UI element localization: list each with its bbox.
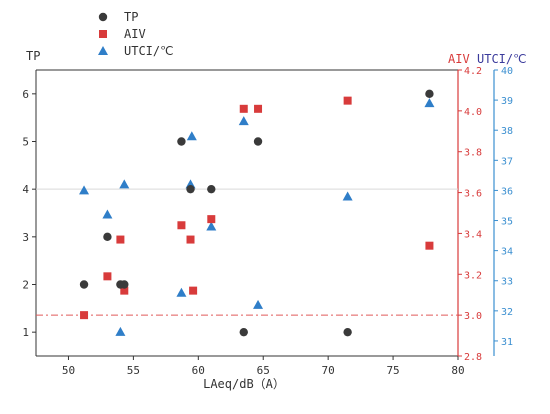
data-point-square xyxy=(80,311,89,320)
reference-lines xyxy=(36,188,458,316)
data-point-triangle xyxy=(186,131,197,141)
y-tick-label-aiv: 2.8 xyxy=(464,352,482,363)
x-tick-label: 75 xyxy=(386,364,399,377)
legend-marker-triangle xyxy=(98,46,108,55)
y-tick-label-tp: 1 xyxy=(22,326,29,339)
y-tick-label-aiv: 3.8 xyxy=(464,148,482,159)
data-point-square xyxy=(425,241,434,250)
data-point-circle xyxy=(253,137,263,146)
x-tick-label: 50 xyxy=(62,364,75,377)
y-tick-label-aiv: 4.0 xyxy=(464,107,482,118)
x-tick-label: 70 xyxy=(322,364,335,377)
x-tick-label: 65 xyxy=(257,364,270,377)
data-point-circle xyxy=(177,137,186,146)
data-point-circle xyxy=(239,327,248,337)
data-point-triangle xyxy=(115,326,126,336)
data-point-circle xyxy=(343,327,352,337)
data-point-circle xyxy=(207,184,216,194)
data-point-triangle xyxy=(238,116,249,126)
legend-marker-square xyxy=(99,30,107,38)
y-tick-label-utci: 38 xyxy=(501,126,513,137)
y-tick-label-aiv: 3.2 xyxy=(464,270,482,281)
data-marks xyxy=(79,89,435,337)
data-point-square xyxy=(207,215,216,224)
data-point-square xyxy=(343,96,352,105)
data-point-square xyxy=(239,104,248,113)
legend-marker-circle xyxy=(98,12,108,22)
data-point-square xyxy=(103,272,112,281)
legend-label: UTCI/℃ xyxy=(124,44,174,58)
data-point-circle xyxy=(103,232,112,242)
y-axis-label-aiv: AIV xyxy=(448,52,470,66)
y-axis-label-utci: UTCI/℃ xyxy=(477,52,527,66)
y-tick-label-aiv: 4.2 xyxy=(464,66,482,77)
y-tick-label-aiv: 3.0 xyxy=(464,311,482,322)
data-point-circle xyxy=(79,280,89,289)
x-tick-label: 80 xyxy=(451,364,464,377)
data-point-triangle xyxy=(119,179,130,189)
y-tick-label-aiv: 3.6 xyxy=(464,189,482,200)
data-point-square xyxy=(189,286,198,295)
y-tick-label-tp: 5 xyxy=(22,136,29,149)
data-point-circle xyxy=(425,89,434,99)
series-circle xyxy=(79,89,434,337)
data-point-triangle xyxy=(424,98,435,108)
data-point-triangle xyxy=(176,287,187,297)
data-point-triangle xyxy=(79,185,90,195)
data-point-circle xyxy=(186,184,195,194)
y-tick-label-tp: 3 xyxy=(22,231,29,244)
x-tick-label: 60 xyxy=(192,364,205,377)
data-point-triangle xyxy=(253,299,264,309)
y-tick-label-aiv: 3.4 xyxy=(464,229,482,240)
data-point-square xyxy=(116,235,125,244)
x-tick-label: 55 xyxy=(127,364,140,377)
y-tick-label-tp: 2 xyxy=(22,279,29,292)
plot-area xyxy=(35,69,495,357)
y-tick-label-tp: 4 xyxy=(22,183,29,196)
data-point-triangle xyxy=(206,221,217,231)
series-square xyxy=(80,96,434,320)
y-tick-label-utci: 36 xyxy=(501,186,513,197)
y-tick-label-utci: 33 xyxy=(501,277,513,288)
series-triangle xyxy=(79,98,435,336)
axes: 50 55 60 65 70 75 801234562.83.03.23.43.63.84.… xyxy=(22,66,513,377)
data-point-square xyxy=(254,104,263,113)
y-tick-label-utci: 35 xyxy=(501,217,513,228)
y-tick-label-utci: 40 xyxy=(501,66,513,77)
data-point-square xyxy=(177,221,186,230)
y-tick-label-utci: 39 xyxy=(501,96,513,107)
y-tick-label-utci: 31 xyxy=(501,337,513,348)
y-tick-label-utci: 37 xyxy=(501,156,513,167)
data-point-triangle xyxy=(342,191,353,201)
data-point-square xyxy=(186,235,195,244)
y-tick-label-utci: 32 xyxy=(501,307,513,318)
data-point-square xyxy=(120,286,129,295)
data-point-circle xyxy=(120,280,129,289)
data-point-triangle xyxy=(102,209,113,219)
legend-label: AIV xyxy=(124,27,146,41)
y-tick-label-utci: 34 xyxy=(501,247,513,258)
legend: TP AIV UTCI/℃ xyxy=(98,10,174,58)
legend-label: TP xyxy=(124,10,138,24)
y-tick-label-tp: 6 xyxy=(22,88,29,101)
x-axis-label: LAeq/dB（A） xyxy=(203,377,285,391)
y-axis-label-tp: TP xyxy=(26,49,40,63)
